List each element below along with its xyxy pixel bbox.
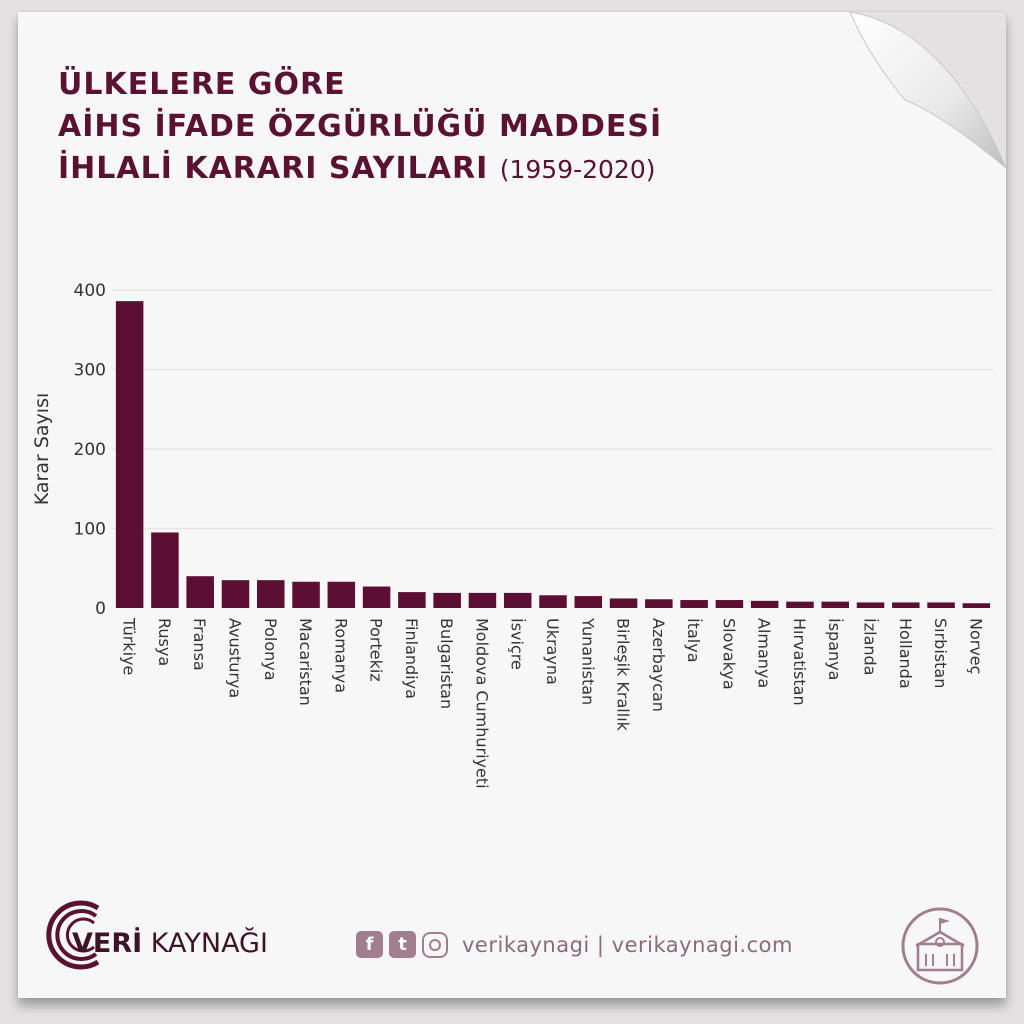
y-tick-label: 100 <box>74 520 106 540</box>
bar <box>433 592 461 608</box>
bar <box>539 595 567 608</box>
x-tick-label: Bulgaristan <box>437 618 456 709</box>
y-axis-label: Karar Sayısı <box>31 393 53 505</box>
bar <box>645 599 673 608</box>
y-tick-label: 300 <box>74 361 106 381</box>
bar <box>715 600 744 608</box>
y-tick-label: 0 <box>95 599 106 619</box>
bar <box>327 581 356 608</box>
x-tick-label: Portekiz <box>367 618 386 682</box>
bar <box>574 596 603 608</box>
x-tick-label: İtalya <box>684 618 703 663</box>
x-tick-label: İspanya <box>825 618 844 680</box>
bar <box>292 581 320 608</box>
x-tick-label: Macaristan <box>296 618 315 706</box>
bar <box>680 600 708 608</box>
x-tick-label: Ukrayna <box>543 618 562 685</box>
bar <box>786 601 814 608</box>
bar <box>503 592 532 608</box>
bar <box>750 600 779 608</box>
title-years: (1959-2020) <box>499 155 656 184</box>
chart-title: ÜLKELERE GÖRE AİHS İFADE ÖZGÜRLÜĞÜ MADDE… <box>58 64 662 191</box>
x-tick-label: İsviçre <box>508 618 527 670</box>
x-tick-label: Hırvatistan <box>790 618 809 706</box>
y-tick-label: 200 <box>74 440 106 460</box>
bar <box>962 603 991 608</box>
x-tick-label: Romanya <box>331 618 350 693</box>
x-tick-label: Türkiye <box>120 617 139 675</box>
paper-background <box>18 12 1006 998</box>
x-tick-label: İzlanda <box>861 618 880 675</box>
bar <box>151 532 179 608</box>
x-tick-label: Avusturya <box>225 618 244 698</box>
x-tick-label: Sırbistan <box>931 618 950 688</box>
bar <box>468 592 497 608</box>
bar <box>821 601 849 608</box>
x-tick-label: Norveç <box>966 618 985 674</box>
x-tick-label: Azerbaycan <box>649 618 668 712</box>
title-line-2: AİHS İFADE ÖZGÜRLÜĞÜ MADDESİ <box>58 109 663 144</box>
x-tick-label: Finlandiya <box>402 618 421 699</box>
y-tick-label: 400 <box>74 281 106 301</box>
bar <box>398 592 426 608</box>
x-tick-label: Birleşik Krallık <box>614 618 633 732</box>
bar <box>186 576 214 608</box>
x-tick-label: Fransa <box>190 618 209 671</box>
title-line-1: ÜLKELERE GÖRE <box>58 67 346 102</box>
title-line-3: İHLALİ KARARI SAYILARI <box>58 151 489 186</box>
bar <box>362 586 391 608</box>
x-tick-label: Rusya <box>155 618 174 666</box>
bar <box>115 301 144 608</box>
x-tick-label: Hollanda <box>896 618 915 689</box>
x-tick-label: Yunanistan <box>578 617 597 705</box>
x-tick-label: Slovakya <box>719 618 738 690</box>
bar <box>892 602 920 608</box>
x-tick-label: Moldova Cumhuriyeti <box>472 618 491 789</box>
x-tick-label: Almanya <box>755 618 774 688</box>
bar <box>609 598 638 608</box>
bar <box>927 602 955 608</box>
x-tick-label: Polonya <box>261 618 280 681</box>
bar <box>221 580 250 608</box>
bar <box>856 602 885 608</box>
bar <box>257 580 285 608</box>
